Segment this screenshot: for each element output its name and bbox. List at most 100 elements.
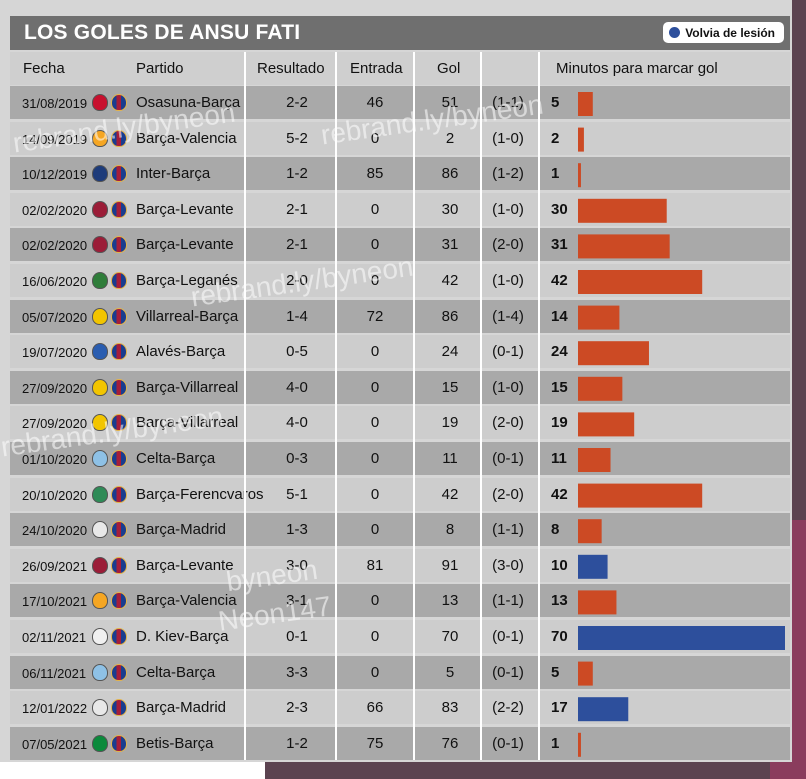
barca-crest-icon xyxy=(111,628,127,645)
row-match: Barça-Villarreal xyxy=(136,414,239,432)
row-goal-minute: 83 xyxy=(441,699,459,717)
table-row: 10/12/2019 Inter-Barça 1-2 85 86 (1-2) 1 xyxy=(10,157,790,191)
row-goal-minute: 8 xyxy=(445,521,455,539)
row-match: Celta-Barça xyxy=(136,450,216,467)
row-entry-minute: 0 xyxy=(370,200,380,218)
table-row: 20/10/2020 Barça-Ferencvaros 5-1 0 42 (2-0) 42 xyxy=(10,477,790,511)
barca-crest-icon xyxy=(111,556,127,574)
row-score-at-goal: (2-0) xyxy=(492,236,524,254)
row-score-at-goal: (0-1) xyxy=(492,663,524,681)
barca-crest-icon xyxy=(111,414,127,432)
opponent-crest-icon xyxy=(92,450,108,467)
row-date: 17/10/2021 xyxy=(22,594,88,610)
row-entry-minute: 0 xyxy=(370,628,380,645)
team-crests xyxy=(92,592,128,610)
row-entry-minute: 0 xyxy=(370,414,380,432)
row-match: Celta-Barça xyxy=(136,663,216,681)
row-date: 02/02/2020 xyxy=(22,202,88,218)
opponent-crest-icon xyxy=(92,94,108,111)
barca-crest-icon xyxy=(111,485,127,503)
row-score-at-goal: (1-1) xyxy=(492,94,524,111)
row-date: 01/10/2020 xyxy=(22,452,88,467)
opponent-crest-icon xyxy=(92,628,108,645)
barca-crest-icon xyxy=(111,272,127,289)
row-score-at-goal: (0-1) xyxy=(492,628,524,645)
row-score-at-goal: (2-2) xyxy=(492,699,524,717)
team-crests xyxy=(92,556,128,575)
row-date: 31/08/2019 xyxy=(22,96,88,111)
row-score-at-goal: (1-4) xyxy=(492,307,524,325)
header-resultado: Resultado xyxy=(257,60,325,77)
minutes-bar xyxy=(578,661,593,686)
minutes-bar xyxy=(578,697,629,722)
header-minutos: Minutos para marcar gol xyxy=(556,60,718,77)
team-crests xyxy=(92,307,128,326)
row-match: Barça-Levante xyxy=(136,200,234,218)
row-result: 1-4 xyxy=(286,307,308,325)
row-date: 12/01/2022 xyxy=(22,701,88,717)
team-crests xyxy=(92,378,128,397)
opponent-crest-icon xyxy=(92,200,108,218)
bar-value-label: 8 xyxy=(551,521,560,539)
legend-badge: Volvia de lesión xyxy=(663,22,784,43)
team-crests xyxy=(92,129,128,148)
row-date: 10/12/2019 xyxy=(22,167,88,183)
row-entry-minute: 0 xyxy=(370,592,380,610)
opponent-crest-icon xyxy=(92,272,108,289)
barca-crest-icon xyxy=(111,94,127,111)
row-result: 3-1 xyxy=(286,592,308,610)
minutes-bar xyxy=(578,127,584,152)
row-score-at-goal: (1-0) xyxy=(492,378,524,396)
table-row: 14/09/2019 Barça-Valencia 5-2 0 2 (1-0) 2 xyxy=(10,121,790,155)
minutes-bar xyxy=(578,519,602,544)
row-goal-minute: 15 xyxy=(441,378,459,396)
table-row: 07/05/2021 Betis-Barça 1-2 75 76 (0-1) 1 xyxy=(10,726,790,760)
row-goal-minute: 86 xyxy=(441,165,459,183)
row-goal-minute: 31 xyxy=(441,236,459,254)
opponent-crest-icon xyxy=(92,663,108,681)
table-row: 17/10/2021 Barça-Valencia 3-1 0 13 (1-1) 13 xyxy=(10,584,790,618)
team-crests xyxy=(92,236,128,254)
row-date: 19/07/2020 xyxy=(22,345,88,361)
bar-value-label: 1 xyxy=(551,165,560,183)
minutes-bar xyxy=(578,448,611,472)
opponent-crest-icon xyxy=(92,378,108,396)
barca-crest-icon xyxy=(111,592,127,610)
row-entry-minute: 72 xyxy=(366,307,384,325)
bar-value-label: 24 xyxy=(551,343,568,361)
minutes-bar xyxy=(578,305,620,330)
row-goal-minute: 5 xyxy=(445,663,455,681)
barca-crest-icon xyxy=(111,165,127,183)
row-goal-minute: 51 xyxy=(441,94,459,111)
barca-crest-icon xyxy=(111,378,127,396)
row-score-at-goal: (1-2) xyxy=(492,165,524,183)
row-goal-minute: 13 xyxy=(441,592,459,610)
row-entry-minute: 0 xyxy=(370,663,380,681)
row-match: Barça-Madrid xyxy=(136,699,227,717)
row-score-at-goal: (3-0) xyxy=(492,556,524,574)
table-row: 05/07/2020 Villarreal-Barça 1-4 72 86 (1-4) 14 xyxy=(10,299,790,333)
barca-crest-icon xyxy=(111,699,127,717)
minutes-bar xyxy=(578,341,649,366)
barca-crest-icon xyxy=(111,450,127,467)
row-entry-minute: 0 xyxy=(370,129,380,147)
opponent-crest-icon xyxy=(92,236,108,254)
row-result: 0-3 xyxy=(286,450,308,467)
table-row: 02/02/2020 Barça-Levante 2-1 0 30 (1-0) 30 xyxy=(10,192,790,226)
chart-title: LOS GOLES DE ANSU FATI xyxy=(24,21,301,44)
row-entry-minute: 85 xyxy=(366,165,384,183)
row-date: 07/05/2021 xyxy=(22,736,88,752)
row-match: Barça-Villarreal xyxy=(136,378,239,396)
minutes-bar xyxy=(578,412,635,437)
team-crests xyxy=(92,165,128,183)
goals-table-panel: LOS GOLES DE ANSU FATI Volvia de lesión … xyxy=(0,0,792,762)
row-goal-minute: 30 xyxy=(441,200,459,218)
minutes-bar xyxy=(578,732,581,757)
row-date: 27/09/2020 xyxy=(22,416,88,432)
barca-crest-icon xyxy=(111,521,127,539)
row-result: 1-2 xyxy=(286,165,308,183)
row-result: 0-5 xyxy=(286,343,308,361)
team-crests xyxy=(92,485,128,504)
row-score-at-goal: (1-1) xyxy=(492,592,524,610)
row-score-at-goal: (1-1) xyxy=(492,521,524,539)
